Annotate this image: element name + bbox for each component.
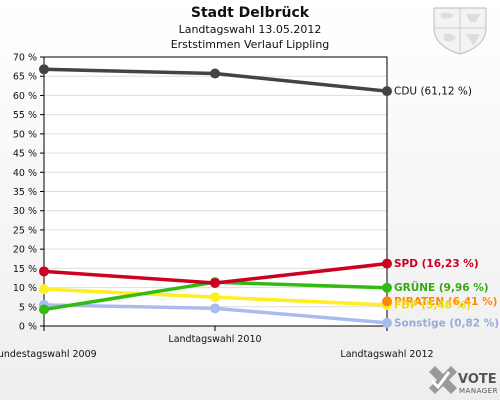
y-tick-label: 10 % [13,283,37,294]
data-point-sonstige [382,317,392,328]
vote-check-icon [429,366,457,394]
data-point-spd [382,258,392,269]
plot-area: 0 % 5 % 10 % 15 % 20 % 25 % 30 % 35 % 40 % 45 % 50… [0,53,499,361]
votemanager-logo: VOTE MANAGER [429,366,498,395]
data-point-cdu [210,68,220,79]
x-tick-label: Landtagswahl 2010 [168,334,261,345]
data-point-fdp [39,284,49,295]
data-point-spd [39,266,49,277]
series-label-fdp: FDP (5,48 %) [394,299,471,311]
brand-name: VOTE [458,372,497,387]
y-tick-label: 70 % [13,53,37,64]
series-label-grüne: GRÜNE (9,96 %) [394,280,489,294]
data-point-fdp [210,292,220,303]
y-tick-label: 60 % [13,91,37,102]
y-tick-label: 15 % [13,264,37,275]
x-tick-label: Landtagswahl 2012 [340,349,433,360]
brand-tagline: MANAGER [459,387,498,395]
data-point-cdu [39,64,49,75]
y-tick-label: 40 % [13,168,37,179]
chart-title: Stadt Delbrück [191,5,310,21]
y-tick-label: 0 % [19,322,37,333]
y-tick-label: 5 % [19,302,37,313]
y-tick-label: 25 % [13,225,37,236]
chart-subtitle-district: Erststimmen Verlauf Lippling [171,38,330,51]
y-tick-label: 35 % [13,187,37,198]
y-tick-label: 30 % [13,206,37,217]
x-tick-label: Bundestagswahl 2009 [0,349,97,360]
data-point-grüne [382,282,392,293]
y-tick-label: 55 % [13,110,37,121]
series-label-spd: SPD (16,23 %) [394,258,479,270]
series-label-sonstige: Sonstige (0,82 %) [394,317,499,329]
chart-subtitle-date: Landtagswahl 13.05.2012 [179,23,322,36]
series-label-cdu: CDU (61,12 %) [394,86,472,98]
data-point-piraten [382,296,392,307]
coat-of-arms-icon [433,7,487,55]
data-point-cdu [382,86,392,97]
y-tick-label: 45 % [13,149,37,160]
data-point-spd [210,277,220,288]
y-tick-label: 20 % [13,245,37,256]
y-tick-label: 65 % [13,72,37,83]
y-tick-label: 50 % [13,129,37,140]
series-label-piraten: PIRATEN (6,41 %) [394,296,497,308]
data-point-sonstige [210,303,220,314]
data-point-grüne [39,304,49,315]
